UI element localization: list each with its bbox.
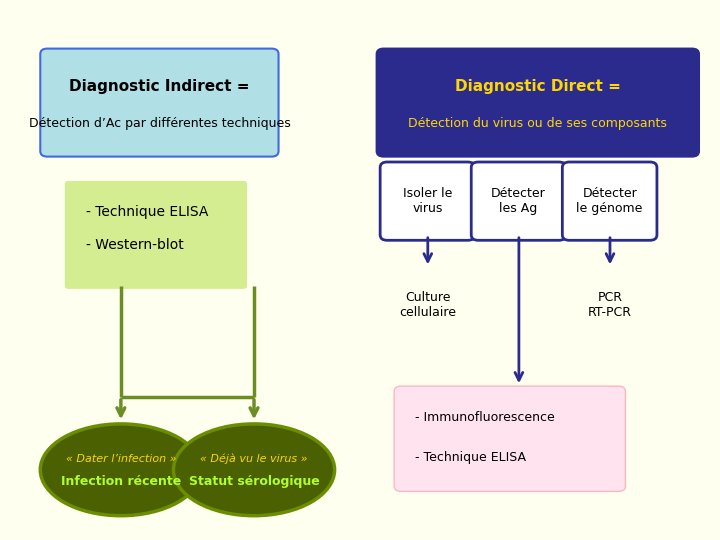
Text: PCR
RT-PCR: PCR RT-PCR	[588, 291, 632, 319]
FancyBboxPatch shape	[65, 181, 247, 289]
Ellipse shape	[40, 424, 202, 516]
FancyBboxPatch shape	[380, 162, 474, 240]
FancyBboxPatch shape	[377, 49, 699, 157]
Text: Culture
cellulaire: Culture cellulaire	[400, 291, 456, 319]
FancyBboxPatch shape	[40, 49, 279, 157]
Text: Statut sérologique: Statut sérologique	[189, 475, 320, 488]
Text: Isoler le
virus: Isoler le virus	[402, 187, 452, 215]
Ellipse shape	[174, 424, 335, 516]
FancyBboxPatch shape	[472, 162, 566, 240]
FancyBboxPatch shape	[394, 386, 626, 491]
Text: Détection du virus ou de ses composants: Détection du virus ou de ses composants	[408, 118, 667, 131]
Text: Détection d’Ac par différentes techniques: Détection d’Ac par différentes technique…	[29, 118, 290, 131]
Text: « Dater l’infection »: « Dater l’infection »	[66, 454, 176, 464]
Text: - Technique ELISA: - Technique ELISA	[86, 205, 208, 219]
Text: - Immunofluorescence: - Immunofluorescence	[415, 411, 555, 424]
Text: - Technique ELISA: - Technique ELISA	[415, 451, 526, 464]
Text: - Western-blot: - Western-blot	[86, 238, 184, 252]
Text: Infection récente: Infection récente	[60, 475, 181, 488]
Text: Diagnostic Indirect =: Diagnostic Indirect =	[69, 79, 250, 93]
FancyBboxPatch shape	[562, 162, 657, 240]
Text: Détecter
le génome: Détecter le génome	[577, 187, 643, 215]
Text: Détecter
les Ag: Détecter les Ag	[491, 187, 546, 215]
Text: « Déjà vu le virus »: « Déjà vu le virus »	[200, 454, 307, 464]
Text: Diagnostic Direct =: Diagnostic Direct =	[455, 79, 621, 93]
